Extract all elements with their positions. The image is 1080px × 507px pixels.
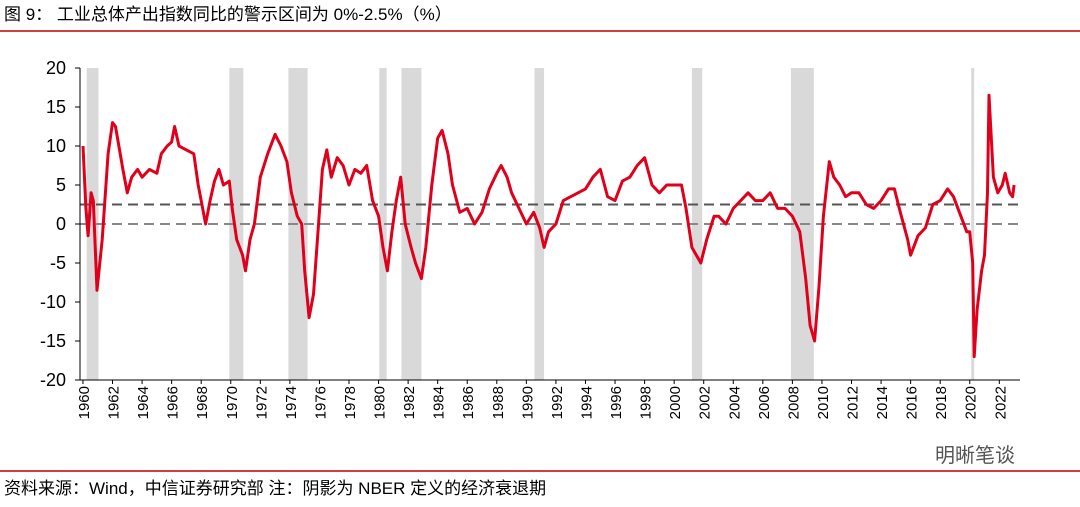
x-tick-label: 1978 <box>342 386 359 419</box>
x-tick-label: 2022 <box>992 386 1009 419</box>
recession-band <box>86 68 99 380</box>
x-tick-label: 1990 <box>519 386 536 419</box>
x-tick-label: 1996 <box>608 386 625 419</box>
recession-band <box>288 68 308 380</box>
x-tick-label: 2016 <box>904 386 921 419</box>
y-tick-label: -15 <box>40 331 66 351</box>
watermark: 明晰笔谈 <box>935 444 1015 467</box>
y-tick-label: 20 <box>46 58 66 78</box>
recession-band <box>229 68 244 380</box>
x-tick-label: 1998 <box>638 386 655 419</box>
x-tick-label: 2010 <box>815 386 832 419</box>
x-tick-label: 1982 <box>401 386 418 419</box>
x-tick-label: 1992 <box>549 386 566 419</box>
x-tick-label: 1976 <box>312 386 329 419</box>
source-note: 资料来源：Wind，中信证券研究部 注：阴影为 NBER 定义的经济衰退期 <box>4 479 546 498</box>
x-tick-label: 1974 <box>283 386 300 419</box>
x-tick-label: 1980 <box>372 386 389 419</box>
x-tick-label: 1972 <box>253 386 270 419</box>
x-tick-label: 2004 <box>726 386 743 419</box>
x-tick-label: 1984 <box>431 386 448 419</box>
x-tick-label: 1964 <box>135 386 152 419</box>
x-tick-label: 1962 <box>106 386 123 419</box>
x-tick-label: 1994 <box>578 386 595 419</box>
x-tick-label: 2006 <box>756 386 773 419</box>
y-tick-label: -5 <box>50 253 66 273</box>
x-tick-label: 2020 <box>963 386 980 419</box>
x-tick-label: 2008 <box>785 386 802 419</box>
x-tick-label: 2012 <box>845 386 862 419</box>
x-tick-label: 1968 <box>194 386 211 419</box>
x-tick-label: 1970 <box>224 386 241 419</box>
recession-band <box>379 68 387 380</box>
x-tick-label: 2014 <box>874 386 891 419</box>
recession-band <box>401 68 422 380</box>
y-tick-label: 10 <box>46 136 66 156</box>
plot-area: -20 -15 -10 -5 0 5 10 15 20 1960 1962 1964 1966 1968 1… <box>40 58 1020 419</box>
y-tick-label: -20 <box>40 370 66 390</box>
chart-title: 图 9： 工业总体产出指数同比的警示区间为 0%-2.5%（%） <box>4 5 452 24</box>
x-tick-label: 1988 <box>490 386 507 419</box>
data-line <box>81 93 1016 359</box>
x-tick-label: 1966 <box>165 386 182 419</box>
x-tick-label: 1986 <box>460 386 477 419</box>
x-tick-label: 2002 <box>697 386 714 419</box>
y-tick-label: 0 <box>56 214 66 234</box>
recession-band <box>971 68 975 380</box>
x-tick-label: 2000 <box>667 386 684 419</box>
y-tick-label: 5 <box>56 175 66 195</box>
y-tick-label: 15 <box>46 97 66 117</box>
x-tick-label: 1960 <box>76 386 93 419</box>
y-tick-label: -10 <box>40 292 66 312</box>
x-tick-label: 2018 <box>933 386 950 419</box>
